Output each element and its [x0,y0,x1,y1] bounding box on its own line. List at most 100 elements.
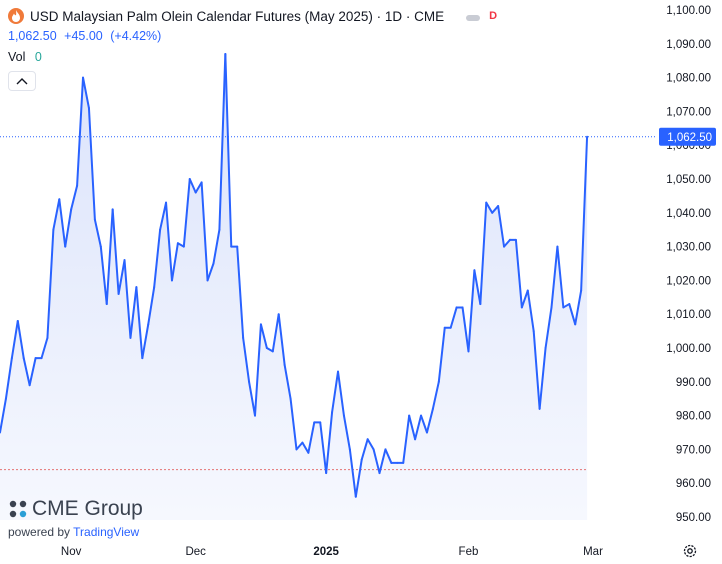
y-tick-label: 980.00 [676,411,711,423]
price-line-segment [135,286,144,360]
price-line-segment [348,448,357,498]
price-line-segment [319,421,328,475]
cme-tradingview-logo[interactable]: CME Group powered by TradingView [8,497,143,539]
price-line-segment [425,407,434,434]
price-line-segment [384,448,393,464]
price-line-segment [538,347,547,410]
price-line-segment [431,380,440,410]
volume-row: Vol 0 [8,50,497,66]
price-line-segment [366,438,375,451]
y-tick-label: 970.00 [676,444,711,456]
powered-by-label: powered by [8,525,71,539]
last-price-label: 1,062.50 [667,132,712,144]
x-tick-label: Feb [459,546,479,558]
price-line-segment [491,205,500,214]
price-line-segment [289,397,298,451]
price-line-segment [473,269,482,306]
symbol-title[interactable]: USD Malaysian Palm Olein Calendar Future… [30,8,445,24]
y-tick-label: 1,010.00 [666,309,711,321]
price-area-layer [0,53,588,521]
price-line-segment [117,259,126,295]
price-line-segment [165,201,173,282]
price-summary: 1,062.50 +45.00 (+4.42%) [8,29,497,45]
price-line-segment [259,323,268,349]
price-line-segment [378,448,387,475]
price-axis-background [656,0,722,563]
price-line-segment [574,289,583,326]
price-line-segment [70,184,79,211]
price-line-segment [372,448,381,475]
price-axis[interactable]: 950.00 960.00 970.00 980.00 990.00 1,000.00 1,… [656,0,722,563]
price-line-segment [550,245,559,309]
y-tick-label: 1,000.00 [666,343,711,355]
platform-name: TradingView [73,525,140,539]
collapse-legend-button[interactable] [8,71,36,91]
price-line-segment [52,198,61,231]
price-line-layer [0,52,589,498]
price-line-segment [99,245,108,306]
y-tick-label: 950.00 [676,512,711,524]
y-tick-label: 1,100.00 [666,5,711,17]
chevron-up-icon [16,78,28,85]
price-line-segment [503,238,511,248]
price-line-segment [337,370,345,417]
price-line-segment [568,303,577,326]
price-line-segment [82,76,90,110]
price-change: +45.00 [64,29,103,43]
settings-icon[interactable] [682,543,698,559]
y-tick-label: 1,040.00 [666,208,711,220]
price-line-segment [479,201,488,306]
price-line-segment [283,363,292,400]
price-line-segment [147,286,156,326]
price-line-segment [0,397,7,434]
price-line-segment [123,259,132,339]
price-line-segment [248,380,256,417]
y-tick-label: 1,050.00 [666,174,711,186]
price-line-segment [526,289,535,333]
price-line-segment [105,208,114,306]
price-line-segment [93,218,102,248]
price-line-segment [153,228,162,289]
price-line-segment [265,347,274,353]
volume-value: 0 [34,50,42,64]
price-line-segment [10,319,19,360]
price-line-segment [520,289,529,309]
price-line-segment [307,421,316,454]
price-line-segment [277,313,286,366]
eye-icon[interactable] [466,11,481,21]
price-line-segment [295,441,304,451]
price-line-segment [206,262,215,282]
y-tick-label: 1,020.00 [666,275,711,287]
price-line-segment [218,52,227,231]
price-line-segment [449,306,458,329]
x-tick-label: Mar [583,546,603,558]
brand-name: CME Group [32,497,143,520]
price-line-segment [224,52,233,248]
time-axis[interactable]: Nov Dec 2025 Feb Mar [61,546,603,558]
price-line-segment [182,178,191,248]
price-line-segment [194,181,203,194]
flame-icon[interactable] [8,8,24,24]
delayed-badge[interactable]: D [489,10,498,22]
y-tick-label: 1,080.00 [666,73,711,85]
price-line-segment [22,357,31,387]
price-line-segment [325,411,334,475]
price-line-segment [544,306,553,349]
price-line-segment [420,414,428,434]
price-line-segment [141,323,150,360]
price-line-segment [170,242,179,282]
y-tick-label: 960.00 [676,478,711,490]
price-line-segment [271,313,280,353]
price-line-segment [200,181,209,282]
x-tick-label: 2025 [313,546,339,558]
y-tick-label: 990.00 [676,377,711,389]
price-line-segment [580,135,589,292]
y-tick-label: 1,090.00 [666,39,711,51]
price-line-segment [87,107,96,221]
price-line-segment [301,441,310,454]
price-line-segment [64,208,73,248]
price-line-segment [408,414,417,441]
chart-legend: USD Malaysian Palm Olein Calendar Future… [8,6,497,66]
x-tick-label: Nov [61,546,82,558]
